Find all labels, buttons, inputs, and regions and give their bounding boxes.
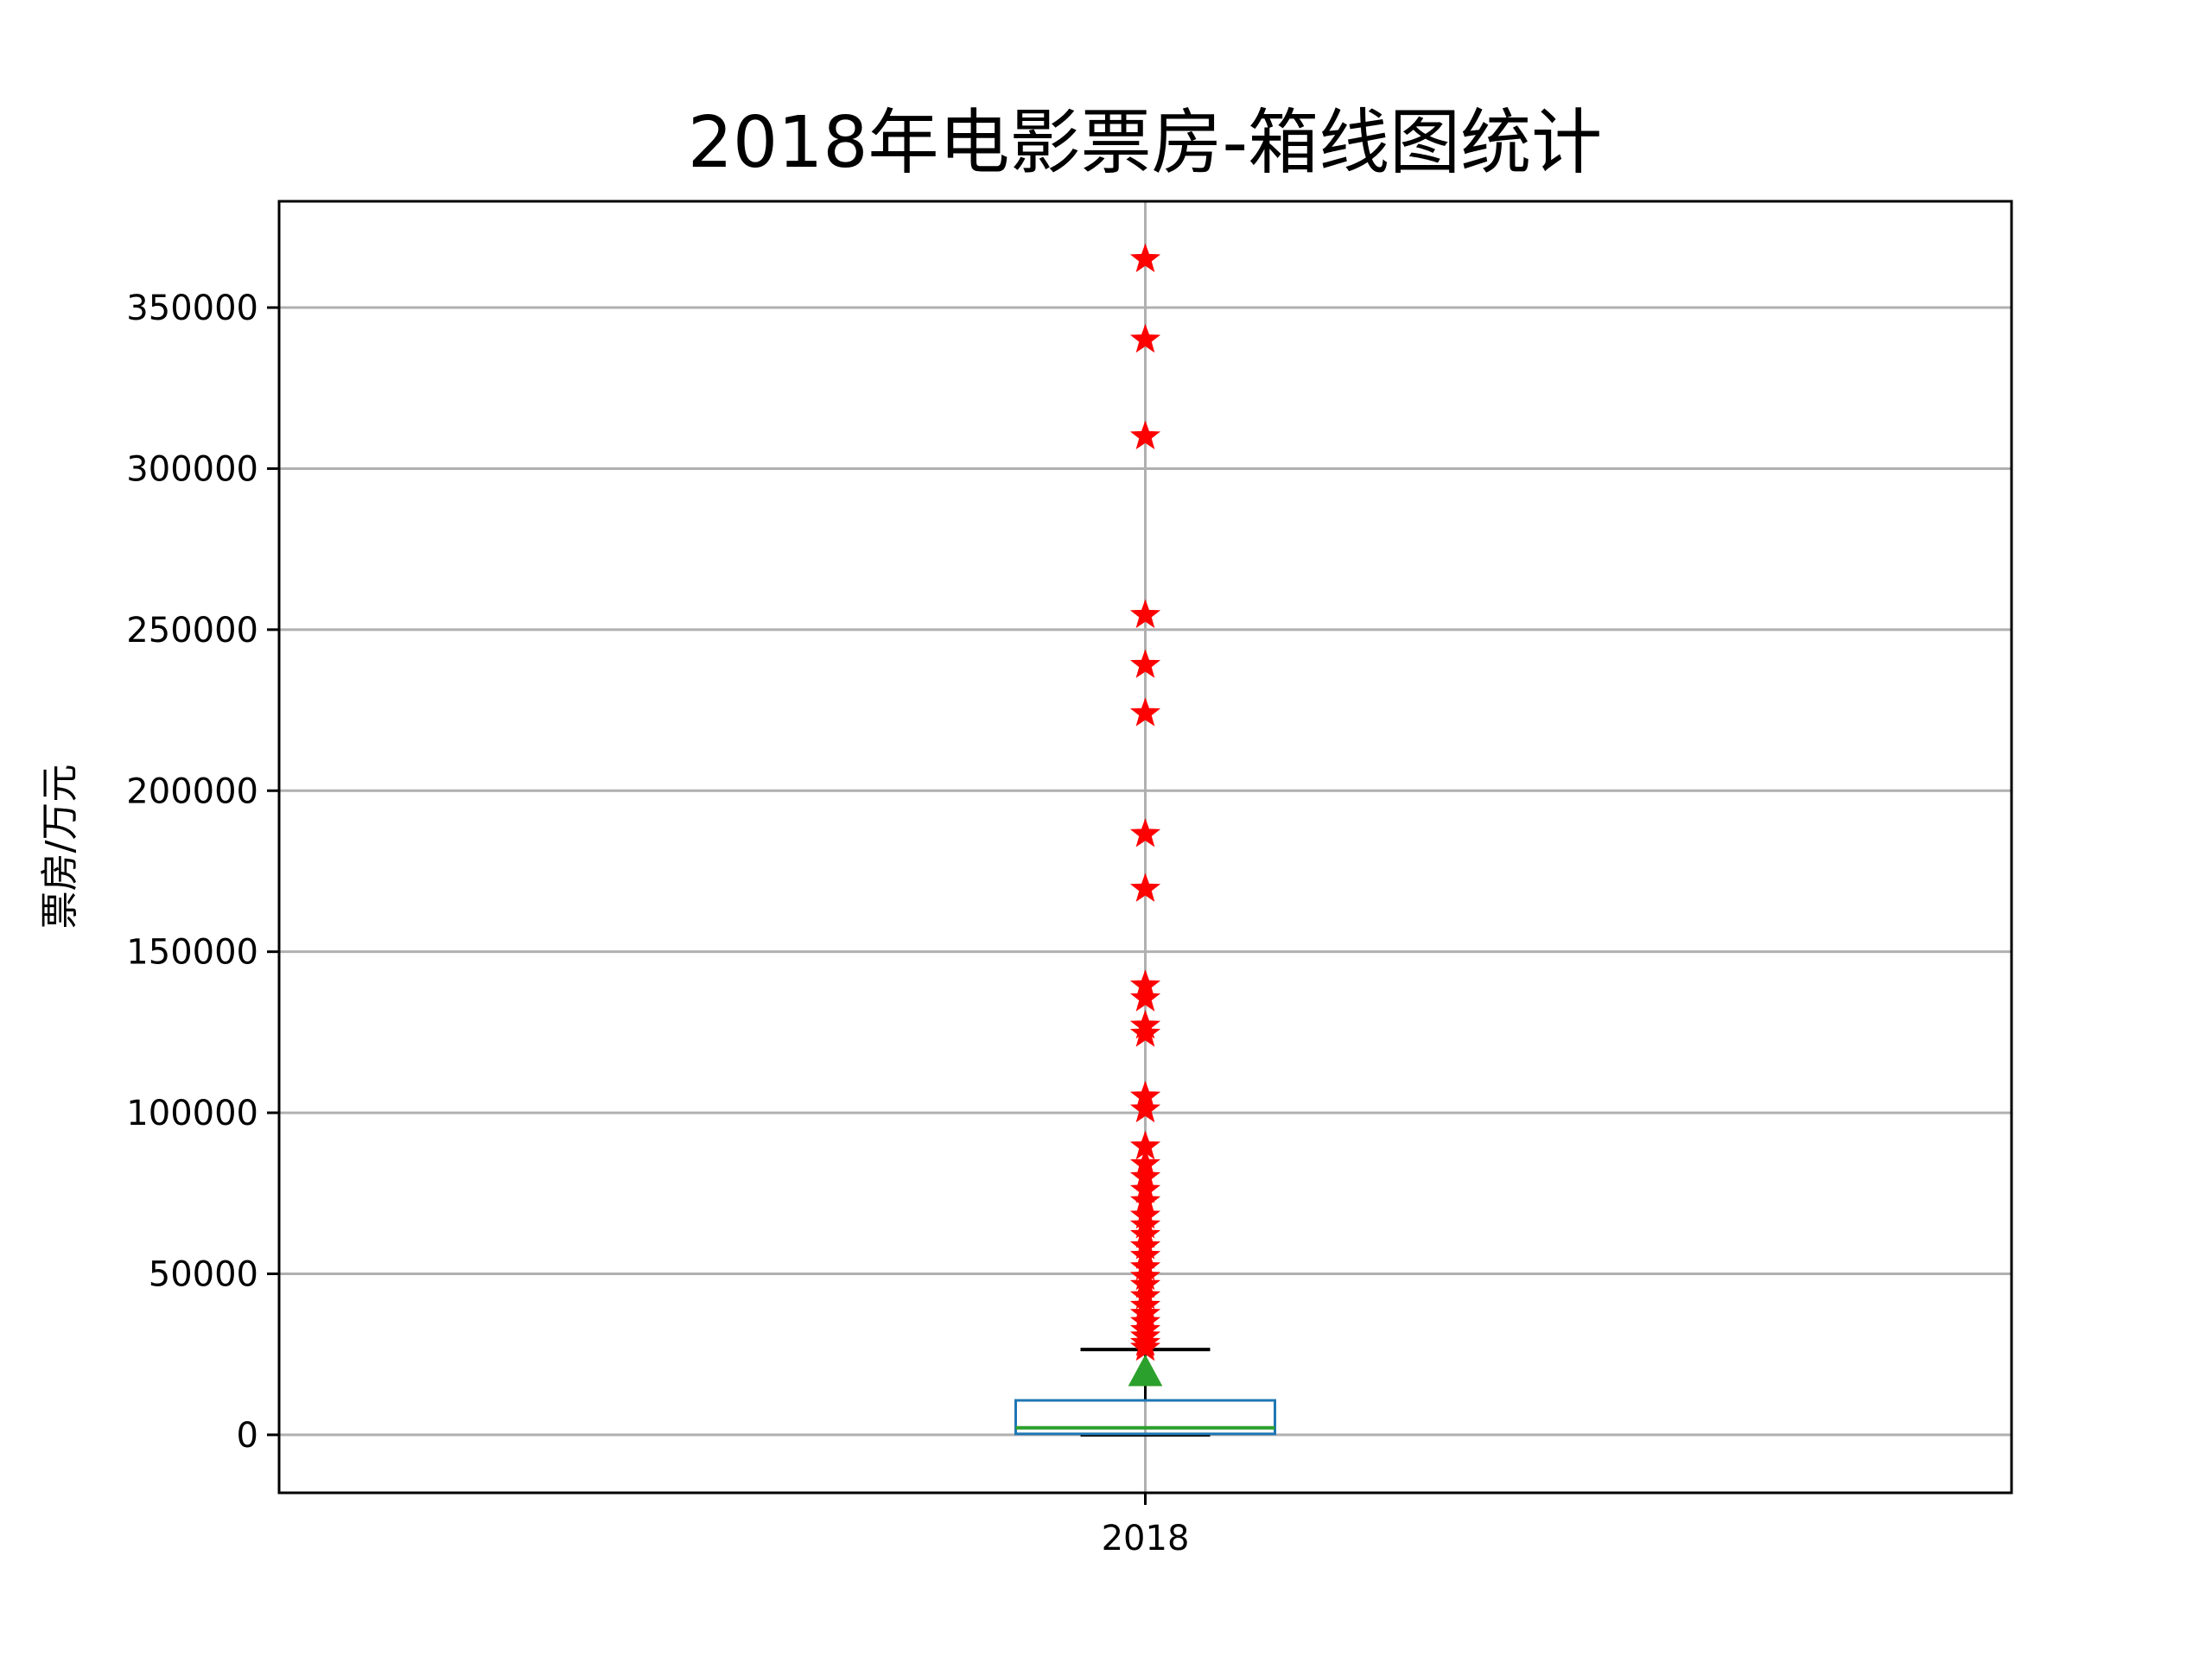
x-tick-label: 2018 [1102,1519,1190,1558]
outlier-point [1129,323,1161,353]
outlier-point [1129,420,1161,450]
outlier-point [1129,243,1161,273]
y-tick-label: 350000 [126,289,258,328]
outlier-point [1129,649,1161,678]
y-tick-label: 50000 [149,1254,258,1294]
grid-layer [279,201,2012,1493]
outlier-point [1129,599,1161,628]
outlier-point [1129,1331,1161,1362]
outlier-point [1129,982,1161,1012]
y-tick-label: 300000 [126,449,258,489]
box-layer [1014,1348,1276,1437]
mean-marker [1128,1354,1163,1387]
y-tick-label: 200000 [126,771,258,811]
outlier-point [1129,818,1161,847]
axis-layer: 0 50000 100000 150000 200000 250000 300000 3500… [126,289,1189,1558]
outlier-point [1129,873,1161,902]
y-tick-label: 250000 [126,611,258,651]
box-iqr [1014,1399,1276,1436]
outlier-point [1129,1018,1161,1047]
outlier-point [1129,1093,1161,1123]
y-axis-label: 票房/万元 [38,765,82,930]
y-tick-label: 150000 [126,933,258,973]
outlier-layer [1128,243,1163,1387]
outlier-point [1129,697,1161,727]
y-tick-label: 0 [237,1416,258,1456]
chart-title: 2018年电影票房-箱线图统计 [688,102,1602,184]
y-tick-label: 100000 [126,1094,258,1133]
